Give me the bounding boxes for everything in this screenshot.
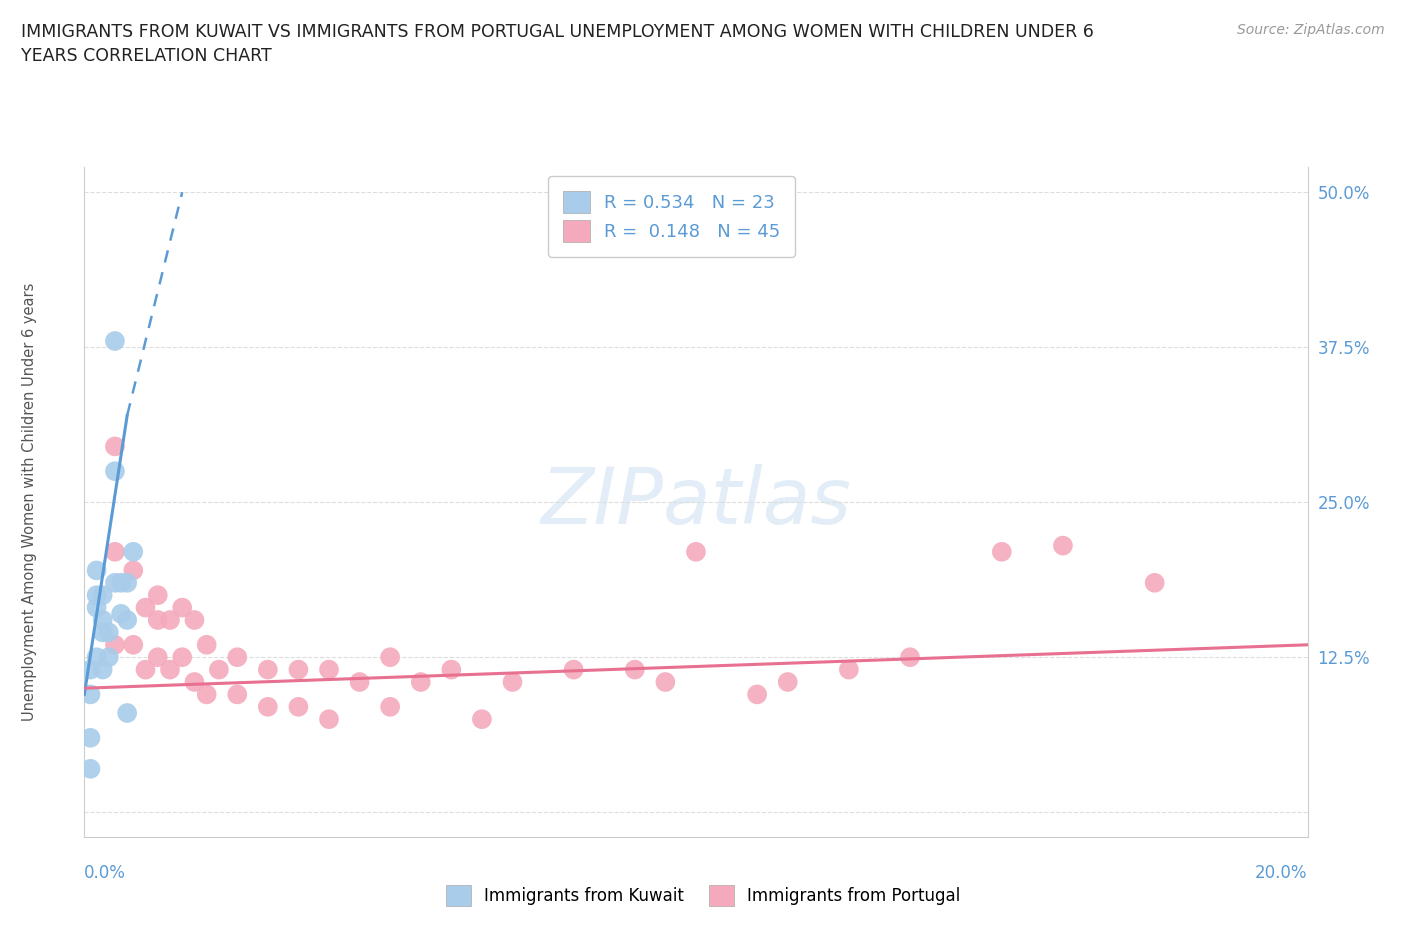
Point: [409, 674, 432, 689]
Point: [183, 613, 205, 628]
Point: [440, 662, 463, 677]
Point: [91, 662, 114, 677]
Point: [122, 544, 145, 559]
Point: [110, 606, 132, 621]
Legend: R = 0.534   N = 23, R =  0.148   N = 45: R = 0.534 N = 23, R = 0.148 N = 45: [548, 177, 794, 257]
Point: [1052, 538, 1074, 553]
Point: [318, 711, 340, 726]
Point: [195, 637, 218, 652]
Point: [226, 687, 249, 702]
Point: [86, 563, 108, 578]
Point: [287, 662, 309, 677]
Point: [115, 576, 138, 591]
Point: [287, 699, 309, 714]
Point: [135, 600, 157, 615]
Point: [380, 699, 402, 714]
Text: Unemployment Among Women with Children Under 6 years: Unemployment Among Women with Children U…: [22, 283, 37, 722]
Point: [146, 588, 169, 603]
Point: [104, 544, 127, 559]
Point: [208, 662, 231, 677]
Point: [257, 699, 280, 714]
Point: [226, 650, 249, 665]
Text: Source: ZipAtlas.com: Source: ZipAtlas.com: [1237, 23, 1385, 37]
Point: [776, 674, 799, 689]
Point: [122, 637, 145, 652]
Point: [562, 662, 585, 677]
Point: [135, 662, 157, 677]
Point: [380, 650, 402, 665]
Point: [257, 662, 280, 677]
Point: [172, 600, 194, 615]
Point: [183, 674, 205, 689]
Point: [146, 650, 169, 665]
Point: [79, 730, 101, 745]
Point: [159, 613, 181, 628]
Point: [1143, 576, 1166, 591]
Point: [86, 650, 108, 665]
Point: [104, 576, 127, 591]
Point: [97, 650, 120, 665]
Point: [86, 600, 108, 615]
Point: [685, 544, 707, 559]
Point: [159, 662, 181, 677]
Point: [97, 625, 120, 640]
Point: [115, 706, 138, 721]
Point: [79, 762, 101, 777]
Point: [624, 662, 647, 677]
Legend: Immigrants from Kuwait, Immigrants from Portugal: Immigrants from Kuwait, Immigrants from …: [439, 879, 967, 912]
Point: [654, 674, 676, 689]
Point: [110, 576, 132, 591]
Point: [79, 662, 101, 677]
Text: ZIPatlas: ZIPatlas: [540, 464, 852, 540]
Point: [172, 650, 194, 665]
Point: [91, 613, 114, 628]
Point: [991, 544, 1014, 559]
Point: [146, 613, 169, 628]
Text: 0.0%: 0.0%: [84, 864, 127, 882]
Point: [104, 464, 127, 479]
Point: [86, 588, 108, 603]
Point: [122, 563, 145, 578]
Text: IMMIGRANTS FROM KUWAIT VS IMMIGRANTS FROM PORTUGAL UNEMPLOYMENT AMONG WOMEN WITH: IMMIGRANTS FROM KUWAIT VS IMMIGRANTS FRO…: [21, 23, 1094, 65]
Text: 20.0%: 20.0%: [1256, 864, 1308, 882]
Point: [91, 588, 114, 603]
Point: [747, 687, 769, 702]
Point: [898, 650, 921, 665]
Point: [471, 711, 494, 726]
Point: [104, 439, 127, 454]
Point: [91, 625, 114, 640]
Point: [838, 662, 860, 677]
Point: [349, 674, 371, 689]
Point: [104, 334, 127, 349]
Point: [79, 687, 101, 702]
Point: [502, 674, 524, 689]
Point: [104, 637, 127, 652]
Point: [195, 687, 218, 702]
Point: [115, 613, 138, 628]
Point: [318, 662, 340, 677]
